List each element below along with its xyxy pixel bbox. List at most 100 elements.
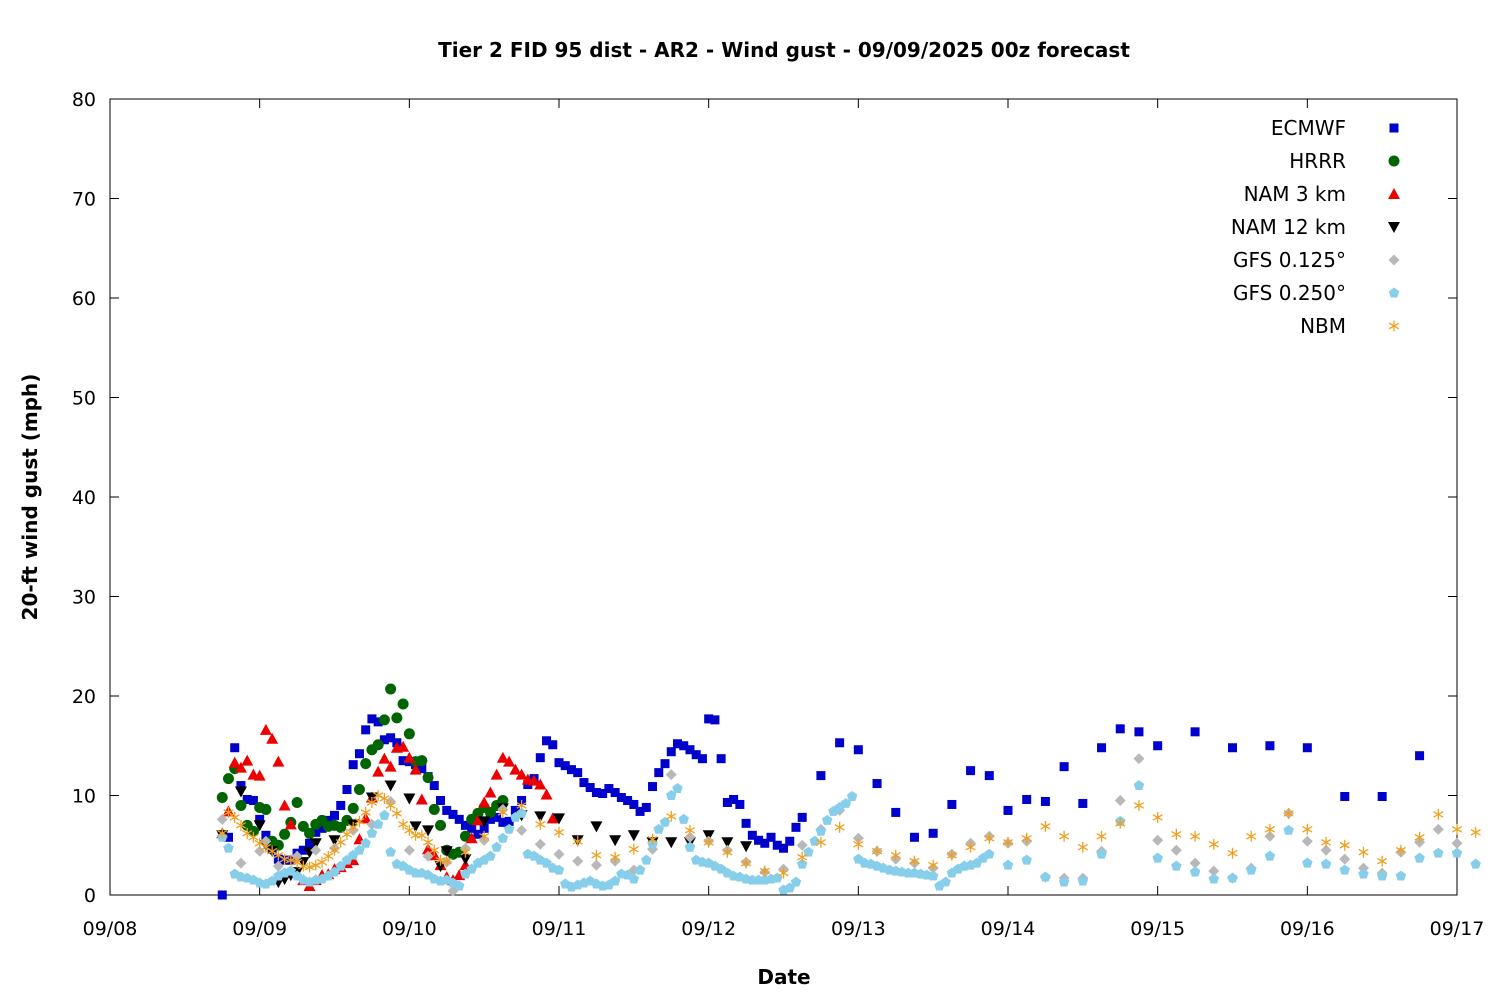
- data-point-nam-3-km: [509, 763, 522, 775]
- data-point-nbm: [647, 833, 658, 845]
- data-point-nbm: [223, 806, 234, 818]
- data-point-gfs-0-125: [1339, 853, 1351, 865]
- legend-label-nam-3-km: NAM 3 km: [1244, 182, 1346, 206]
- data-point-nbm: [1264, 823, 1276, 835]
- data-point-nam-12-km: [627, 830, 640, 842]
- x-tick-label: 09/17: [1430, 918, 1485, 940]
- data-point-ecmwf: [467, 823, 477, 833]
- data-point-nbm: [360, 806, 371, 818]
- data-point-gfs-0-250: [385, 846, 396, 857]
- data-point-nbm: [946, 849, 957, 861]
- data-point-nam-12-km: [422, 825, 435, 837]
- data-point-ecmwf: [909, 832, 919, 842]
- data-point-ecmwf: [573, 768, 583, 778]
- legend-marker-hrrr: [1388, 155, 1400, 167]
- data-point-nbm: [435, 854, 446, 866]
- data-point-ecmwf: [485, 814, 495, 824]
- data-point-ecmwf: [492, 812, 502, 822]
- data-point-gfs-0-250: [684, 841, 696, 852]
- data-point-ecmwf: [1377, 791, 1387, 801]
- data-point-ecmwf: [754, 835, 764, 845]
- data-point-gfs-0-250: [1058, 876, 1070, 887]
- data-point-nbm: [1133, 799, 1145, 811]
- data-point-ecmwf: [741, 818, 751, 828]
- data-point-hrrr: [260, 803, 272, 815]
- data-point-ecmwf: [454, 814, 464, 824]
- data-point-gfs-0-125: [235, 857, 247, 869]
- data-point-nbm: [1115, 817, 1126, 829]
- data-point-ecmwf: [448, 809, 458, 819]
- data-point-nbm: [348, 821, 359, 833]
- data-point-nbm: [379, 792, 390, 804]
- data-point-hrrr: [304, 827, 316, 839]
- data-point-nam-3-km: [496, 751, 509, 763]
- data-point-ecmwf: [772, 840, 782, 850]
- data-point-ecmwf: [311, 827, 321, 837]
- data-point-hrrr: [372, 739, 384, 751]
- data-point-ecmwf: [317, 823, 327, 833]
- data-point-nam-3-km: [253, 769, 266, 781]
- data-point-gfs-0-250: [541, 857, 552, 868]
- data-point-gfs-0-125: [260, 835, 272, 847]
- data-point-gfs-0-125: [1208, 865, 1220, 877]
- data-point-nbm: [853, 838, 864, 850]
- data-point-gfs-0-250: [1283, 824, 1294, 835]
- data-point-ecmwf: [1059, 762, 1069, 772]
- series-ecmwf: [217, 714, 1425, 900]
- data-point-ecmwf: [791, 822, 801, 832]
- data-point-ecmwf: [330, 810, 339, 820]
- data-point-nbm: [1246, 830, 1257, 842]
- data-point-ecmwf: [323, 815, 333, 825]
- data-point-ecmwf: [704, 714, 714, 724]
- data-point-ecmwf: [248, 795, 258, 805]
- data-point-gfs-0-250: [609, 875, 621, 886]
- data-point-nbm: [1358, 846, 1369, 858]
- y-tick-label: 20: [72, 686, 96, 708]
- data-point-ecmwf: [872, 779, 882, 789]
- data-point-ecmwf: [710, 715, 720, 725]
- y-tick-label: 50: [72, 388, 96, 410]
- series-gfs-0-250: [217, 780, 1481, 895]
- data-point-ecmwf: [735, 799, 745, 809]
- data-point-ecmwf: [1097, 743, 1107, 753]
- data-point-ecmwf: [747, 830, 757, 840]
- data-point-hrrr: [435, 819, 447, 831]
- data-point-nam-12-km: [328, 835, 341, 847]
- data-point-gfs-0-125: [534, 838, 546, 850]
- data-point-nbm: [1451, 823, 1463, 835]
- data-point-ecmwf: [473, 829, 483, 839]
- data-point-ecmwf: [236, 781, 246, 791]
- data-point-hrrr: [347, 802, 359, 814]
- data-point-nbm: [1040, 820, 1051, 832]
- data-point-nbm: [1189, 830, 1201, 842]
- data-point-nbm: [335, 836, 346, 848]
- data-point-gfs-0-250: [634, 864, 646, 875]
- data-point-nbm: [479, 830, 490, 842]
- data-point-nbm: [497, 806, 508, 818]
- data-point-gfs-0-250: [366, 827, 378, 838]
- data-point-nbm: [610, 851, 621, 863]
- data-point-ecmwf: [816, 771, 826, 781]
- data-point-nbm: [279, 853, 290, 865]
- data-point-gfs-0-250: [223, 842, 234, 853]
- data-point-gfs-0-250: [790, 876, 802, 887]
- data-point-gfs-0-250: [1096, 848, 1107, 859]
- data-point-nbm: [628, 843, 639, 855]
- data-point-nbm: [354, 815, 365, 827]
- data-point-ecmwf: [554, 758, 564, 768]
- data-point-nbm: [928, 859, 939, 871]
- data-point-nbm: [441, 855, 452, 867]
- data-point-nbm: [366, 796, 378, 808]
- data-point-nam-3-km: [272, 755, 285, 767]
- data-point-nbm: [1433, 808, 1444, 820]
- data-point-hrrr: [222, 773, 234, 785]
- y-tick-label: 80: [72, 89, 96, 111]
- y-axis: 0 10 20 30 40 50 60 70 80: [72, 89, 1457, 907]
- data-point-nam-3-km: [284, 818, 297, 830]
- data-point-ecmwf: [417, 764, 427, 774]
- data-point-nam-3-km: [546, 812, 559, 824]
- data-point-gfs-0-250: [1021, 854, 1032, 865]
- data-point-gfs-0-125: [572, 855, 584, 867]
- data-point-nam-3-km: [490, 768, 503, 780]
